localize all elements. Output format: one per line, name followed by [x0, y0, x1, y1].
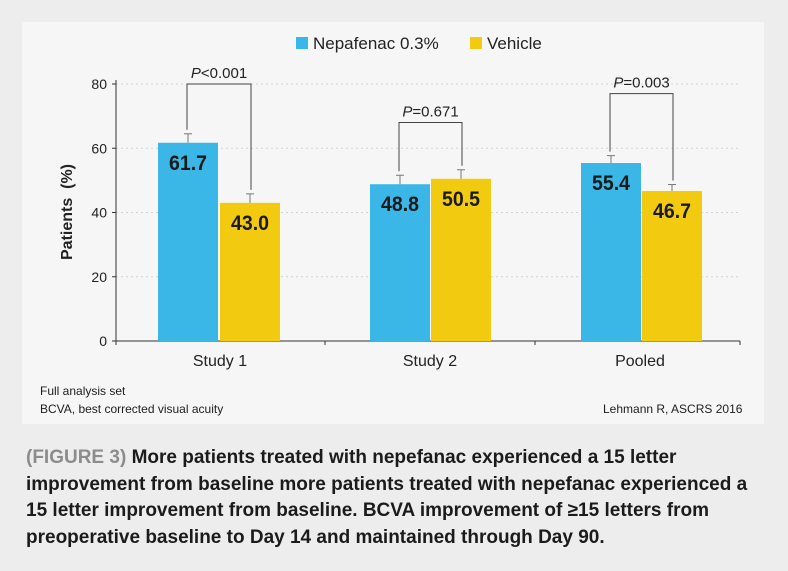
- legend-label: Vehicle: [487, 34, 542, 53]
- p-value-label: P=0.671: [402, 104, 458, 121]
- p-value: =0.003: [623, 75, 669, 92]
- bar-value-label: 61.7: [169, 152, 207, 175]
- bar-value-label: 43.0: [231, 212, 269, 235]
- bar-nepafenac: [581, 163, 641, 341]
- y-tick-label: 60: [91, 140, 107, 156]
- y-tick-label: 0: [99, 333, 107, 349]
- y-axis-label: Patients (%): [59, 164, 76, 260]
- bcva-definition-note: BCVA, best corrected visual acuity: [40, 402, 224, 416]
- legend-swatch: [470, 37, 482, 49]
- significance-bracket: [609, 93, 674, 181]
- x-tick-label: Study 2: [403, 353, 457, 370]
- bar-value-label: 48.8: [381, 193, 419, 216]
- p-value-label: P<0.001: [191, 65, 247, 82]
- bar-chart: 0 20 40 60 80 Patients (%) 61.7 43.0 48.8 50.5 5…: [59, 34, 741, 370]
- bar-value-label: 50.5: [442, 188, 480, 211]
- figure-caption: (FIGURE 3) More patients treated with ne…: [26, 445, 766, 551]
- significance-bracket: [398, 122, 463, 172]
- bar-value-label: 55.4: [592, 172, 630, 195]
- p-value: =0.671: [412, 104, 458, 121]
- bar-nepafenac: [158, 142, 218, 341]
- p-letter: P: [191, 65, 201, 82]
- significance-bracket: [186, 83, 252, 190]
- bar-vehicle: [220, 202, 280, 341]
- source-note: Lehmann R, ASCRS 2016: [603, 402, 743, 416]
- p-letter: P: [402, 104, 412, 121]
- x-tick-labels: Study 1 Study 2 Pooled: [193, 353, 665, 370]
- bars: 61.7 43.0 48.8 50.5 55.4 46.7: [158, 133, 702, 341]
- bar-value-label: 46.7: [653, 200, 691, 223]
- y-tick-label: 80: [91, 76, 107, 92]
- p-value: <0.001: [201, 65, 247, 82]
- bar-nepafenac: [370, 184, 430, 341]
- figure-label: (FIGURE 3): [26, 447, 127, 468]
- legend-label: Nepafenac 0.3%: [313, 34, 439, 53]
- y-tick-label: 20: [91, 269, 107, 285]
- caption-text: More patients treated with nepefanac exp…: [26, 447, 748, 548]
- y-tick-label: 40: [91, 205, 107, 221]
- bar-vehicle: [431, 178, 491, 341]
- x-tick-label: Study 1: [193, 353, 247, 370]
- legend-swatch: [296, 37, 308, 49]
- legend: Nepafenac 0.3% Vehicle: [296, 34, 542, 53]
- p-value-label: P=0.003: [613, 75, 669, 92]
- analysis-set-note: Full analysis set: [40, 384, 126, 398]
- p-letter: P: [613, 75, 623, 92]
- bar-vehicle: [642, 190, 702, 341]
- y-tick-labels: 0 20 40 60 80: [91, 76, 107, 349]
- x-tick-label: Pooled: [615, 353, 665, 370]
